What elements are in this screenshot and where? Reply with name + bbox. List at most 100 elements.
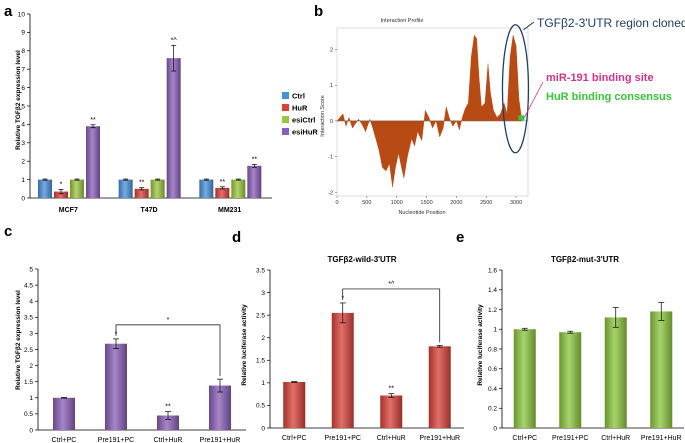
c-category-label: Ctrl+HuR — [154, 437, 183, 443]
panel-letter-b: b — [314, 3, 323, 20]
a-legend-swatch-hur — [282, 104, 289, 111]
d-bar — [331, 312, 354, 428]
a-ytick-label: 3 — [21, 140, 25, 147]
d-category-label: Pre191+PC — [325, 435, 361, 442]
a-bar-hur — [134, 188, 149, 198]
e-ytick-label: 1.4 — [488, 287, 497, 294]
d-bar — [428, 346, 451, 428]
e-category-label: Ctrl+PC — [512, 435, 537, 442]
b-xtick-label: 2500 — [480, 200, 492, 206]
annotation-mir191-site: miR-191 binding site — [546, 72, 654, 84]
panel-b-ylabel: Interaction Score — [320, 95, 326, 137]
c-ytick-label: 0 — [29, 427, 33, 434]
a-bar-esihur — [86, 126, 100, 198]
annotation-hur-consensus: HuR binding consensus — [546, 91, 672, 103]
d-ytick-label: 1.5 — [256, 358, 265, 365]
b-xtick-label: 0 — [335, 200, 338, 206]
d-ytick-label: 2.5 — [256, 312, 265, 319]
c-significance-bracket — [115, 324, 221, 377]
a-bar-esictrl — [231, 179, 246, 198]
panel-d-ylabel: Relative luciferase activity — [241, 304, 248, 386]
e-ytick-label: 0.6 — [488, 366, 497, 373]
a-bar-esihur — [166, 58, 181, 198]
e-bar — [513, 329, 536, 428]
c-bar — [209, 385, 231, 430]
a-ytick-label: 5 — [21, 103, 25, 110]
panel-letter-c: c — [4, 223, 12, 240]
a-significance-mark: * — [60, 181, 63, 188]
b-region-ellipse — [501, 24, 530, 154]
c-bar — [157, 415, 179, 430]
e-category-label: Ctrl+HuR — [601, 435, 630, 442]
a-ytick-label: 2 — [21, 159, 25, 166]
b-xtick-label: 500 — [362, 200, 371, 206]
e-ytick-label: 0.2 — [488, 406, 497, 413]
a-category-label: T47D — [140, 207, 157, 214]
panel-letter-d: d — [232, 229, 241, 246]
b-xtick-label: 1000 — [391, 200, 403, 206]
a-ytick-label: 8 — [21, 48, 25, 55]
chart-layer: 012345678910***MCF7***^T47D****MM231Ctrl… — [18, 11, 684, 443]
panel-b-xlabel: Nucleotide Position — [398, 210, 445, 216]
c-significance-mark: ** — [165, 404, 171, 411]
c-ytick-label: 2 — [29, 363, 33, 370]
a-ytick-label: 6 — [21, 85, 25, 92]
b-ytick-label: -1 — [328, 155, 333, 161]
panel-d-title: TGFβ2-wild-3'UTR — [327, 255, 396, 264]
e-bar — [604, 317, 627, 428]
e-ytick-label: 1.2 — [488, 307, 497, 314]
a-legend-swatch-ctrl — [282, 92, 289, 99]
b-plot-frame — [336, 27, 529, 197]
b-region-pointer — [523, 21, 535, 31]
b-hur-site-marker — [518, 115, 525, 121]
c-category-label: Ctrl+PC — [52, 437, 77, 443]
d-bracket-label: *^ — [388, 281, 395, 288]
d-bar — [283, 381, 306, 428]
panel-b-title: Interaction Profile — [381, 18, 424, 24]
e-ytick-label: 1.6 — [488, 267, 497, 274]
e-ytick-label: 0.4 — [488, 386, 497, 393]
c-ytick-label: 1 — [29, 395, 33, 402]
e-ytick-label: 1 — [493, 327, 497, 334]
panel-letter-e: e — [456, 229, 464, 246]
a-legend-swatch-esihur — [282, 128, 289, 135]
panel-letter-a: a — [4, 3, 13, 20]
a-bar-esictrl — [150, 179, 165, 198]
a-legend-label-ctrl: Ctrl — [292, 92, 305, 101]
d-ytick-label: 0.5 — [256, 403, 265, 410]
a-significance-mark: ** — [90, 117, 96, 124]
c-ytick-label: 3.5 — [24, 315, 33, 322]
a-category-label: MM231 — [218, 207, 241, 214]
d-significance-bracket — [342, 288, 441, 343]
a-ytick-label: 10 — [18, 11, 26, 18]
a-ytick-label: 9 — [21, 30, 25, 37]
c-category-label: Pre191+PC — [98, 437, 134, 443]
a-ytick-label: 4 — [21, 122, 25, 129]
a-significance-mark: ** — [139, 180, 145, 187]
c-ytick-label: 4.5 — [24, 282, 33, 289]
d-ytick-label: 1 — [261, 380, 265, 387]
a-legend-label-esihur: esiHuR — [292, 128, 318, 137]
c-ytick-label: 0.5 — [24, 411, 33, 418]
b-ytick-label: -2 — [328, 190, 333, 196]
e-ytick-label: 0.8 — [488, 346, 497, 353]
a-bar-esihur — [247, 165, 262, 198]
c-ytick-label: 3 — [29, 331, 33, 338]
d-bar — [380, 395, 403, 428]
a-bar-hur — [54, 191, 68, 198]
e-bar — [559, 332, 582, 428]
c-bracket-label: * — [167, 317, 170, 324]
a-bar-esictrl — [70, 179, 84, 198]
d-ytick-label: 2 — [261, 335, 265, 342]
d-category-label: Pre191+HuR — [419, 435, 460, 442]
b-mir-pointer — [524, 81, 544, 118]
c-category-label: Pre191+HuR — [200, 437, 241, 443]
e-category-label: Pre191+PC — [552, 435, 588, 442]
b-xtick-label: 1500 — [420, 200, 432, 206]
c-ytick-label: 1.5 — [24, 379, 33, 386]
b-xtick-label: 2000 — [450, 200, 462, 206]
c-ytick-label: 5 — [29, 266, 33, 273]
a-significance-mark: *^ — [171, 37, 178, 44]
a-bar-hur — [215, 187, 230, 198]
d-ytick-label: 0 — [261, 425, 265, 432]
